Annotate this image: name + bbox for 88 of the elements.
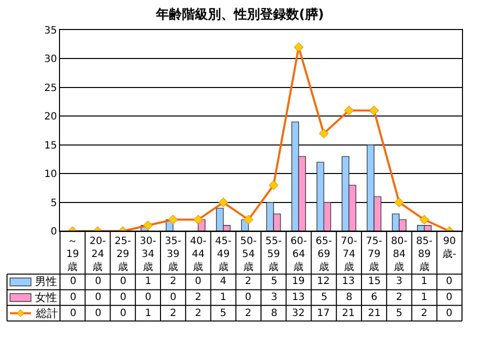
data-label: 2 <box>195 308 202 319</box>
x-tick-label: 90歳- <box>442 236 457 260</box>
data-label: 0 <box>195 276 202 287</box>
data-label: 15 <box>368 276 381 287</box>
data-label: 2 <box>245 308 252 319</box>
data-label: 0 <box>70 308 76 319</box>
data-label: 17 <box>317 308 330 319</box>
data-label: 1 <box>220 292 226 303</box>
point <box>268 180 278 190</box>
x-tick-label: 80-84歳 <box>391 236 408 274</box>
data-label: 2 <box>421 308 428 319</box>
data-label: 5 <box>321 292 328 303</box>
point <box>344 106 354 116</box>
chart-title: 年齢階級別、性別登録数(膵) <box>155 8 324 23</box>
point <box>369 106 379 116</box>
data-label: 1 <box>421 292 428 303</box>
data-label: 0 <box>446 308 452 319</box>
data-label: 13 <box>292 292 305 303</box>
data-label: 2 <box>195 292 202 303</box>
x-tick-label: 55-59歳 <box>265 236 282 274</box>
point <box>420 214 430 224</box>
x-tick-label: 25-29歳 <box>114 236 132 274</box>
data-label: 4 <box>220 276 226 287</box>
y-tick-label: 20 <box>44 112 57 123</box>
data-label: 2 <box>170 276 176 287</box>
data-label: 8 <box>271 308 278 319</box>
data-label: 19 <box>292 276 305 287</box>
data-label: 6 <box>371 292 378 303</box>
data-label: 5 <box>220 308 226 319</box>
data-label: 0 <box>145 292 152 303</box>
x-tick-label: 65-69歳 <box>316 236 332 274</box>
data-label: 0 <box>95 308 102 319</box>
point <box>193 214 203 224</box>
data-label: 0 <box>70 292 76 303</box>
data-label: 1 <box>421 276 428 287</box>
data-label: 0 <box>446 276 452 287</box>
data-label: 0 <box>170 292 176 303</box>
legend-label: 総計 <box>35 307 58 320</box>
data-label: 1 <box>145 276 152 287</box>
x-tick-label: 40-44歳 <box>190 236 207 274</box>
data-label: 3 <box>271 292 278 303</box>
data-label: 21 <box>342 308 355 319</box>
data-label: 0 <box>120 292 126 303</box>
x-tick-label: 20-24歳 <box>90 236 106 274</box>
x-tick-label: 30-34歳 <box>140 236 156 274</box>
point <box>319 128 329 138</box>
point <box>394 198 404 208</box>
y-tick-label: 15 <box>44 140 57 152</box>
data-label: 3 <box>396 276 402 287</box>
data-label: 13 <box>342 276 355 287</box>
legend-label: 女性 <box>35 291 57 304</box>
x-tick-label: 60-64歳 <box>290 236 308 274</box>
point <box>168 214 178 224</box>
data-label: 21 <box>368 308 381 319</box>
data-label: 0 <box>95 276 102 287</box>
x-tick-label: 70-74歳 <box>340 236 358 274</box>
point <box>244 214 254 224</box>
data-label: 2 <box>245 276 252 287</box>
data-label: 0 <box>70 276 76 287</box>
data-label: 12 <box>317 276 330 287</box>
data-label: 1 <box>145 308 152 319</box>
data-label: 5 <box>396 308 402 319</box>
y-tick-label: 10 <box>44 169 57 180</box>
x-tick-label: 85-89歳 <box>416 236 433 274</box>
data-label: 0 <box>95 292 102 303</box>
point <box>143 220 153 230</box>
data-label: 8 <box>346 292 352 303</box>
x-tick-label: 50-54歳 <box>240 236 257 274</box>
data-label: 0 <box>245 292 252 303</box>
y-tick-label: 0 <box>50 226 57 238</box>
x-tick-label: ～19歳 <box>66 236 79 274</box>
data-label: 2 <box>396 292 402 303</box>
x-tick-label: 75-79歳 <box>366 236 383 274</box>
y-tick-label: 30 <box>44 54 57 66</box>
point <box>218 198 228 208</box>
legend-label: 男性 <box>35 275 57 288</box>
y-tick-label: 25 <box>44 82 57 94</box>
data-label: 2 <box>170 308 176 319</box>
data-label: 0 <box>120 276 126 287</box>
y-tick-label: 5 <box>50 198 57 209</box>
point <box>294 42 304 52</box>
data-label: 0 <box>120 308 126 319</box>
x-tick-label: 45-49歳 <box>215 236 232 274</box>
y-tick-label: 35 <box>44 26 57 36</box>
x-tick-label: 35-39歳 <box>164 236 182 274</box>
data-label: 0 <box>446 292 452 303</box>
data-label: 32 <box>292 308 305 319</box>
data-label: 5 <box>271 276 278 287</box>
